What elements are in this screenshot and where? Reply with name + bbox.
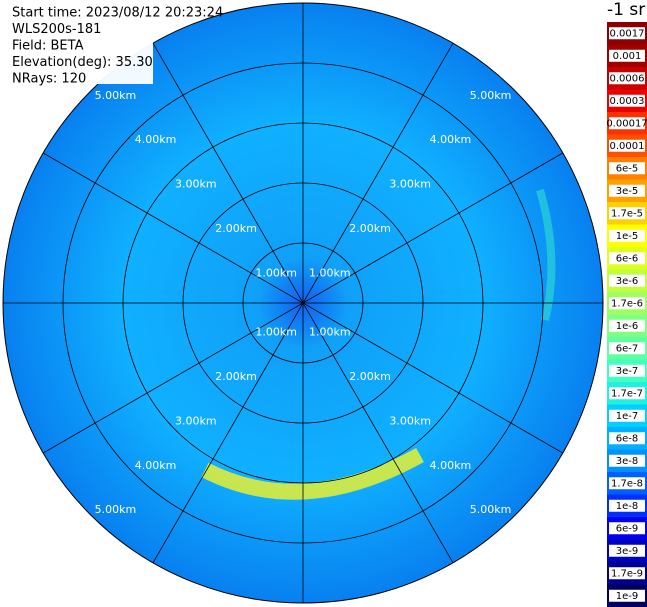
colorbar-label-bg [609, 49, 645, 62]
aerosol-band [201, 448, 424, 500]
range-ring [242, 242, 364, 364]
colorbar-label: 0.0006 [610, 73, 645, 84]
colorbar-label-bg [609, 387, 645, 400]
spoke [152, 42, 454, 564]
colorbar-label: 0.001 [613, 51, 642, 62]
colorbar-label: 0.0017 [610, 28, 645, 39]
colorbar-label: 0.00017 [606, 118, 647, 129]
colorbar-label-bg [609, 432, 645, 445]
colorbar-label-bg [609, 207, 645, 220]
colorbar-label-bg [609, 297, 645, 310]
range-label: 1.00km [309, 326, 351, 339]
colorbar-label-bg [609, 252, 645, 265]
colorbar-label: 6e-6 [616, 253, 639, 264]
outer-ring [2, 2, 604, 604]
colorbar-label: 1.7e-5 [611, 208, 643, 219]
colorbar-label-bg [609, 229, 645, 242]
colorbar-label: 1e-8 [616, 501, 639, 512]
colorbar-label-bg [609, 409, 645, 422]
colorbar-label: 1.7e-9 [611, 568, 643, 579]
colorbar-label: 6e-9 [616, 523, 639, 534]
colorbar-label-bg [609, 319, 645, 332]
range-label: 1.00km [309, 266, 351, 279]
colorbar-label-bg [609, 162, 645, 175]
range-label: 2.00km [349, 222, 391, 235]
info-line: WLS200s-181 [12, 22, 101, 37]
colorbar-label: 3e-5 [616, 186, 639, 197]
range-label: 5.00km [95, 503, 137, 516]
colorbar-label-bg [609, 589, 645, 602]
range-label: 4.00km [135, 459, 177, 472]
polar-grid [2, 2, 604, 604]
colorbar-label-bg [609, 139, 645, 152]
colorbar-label: 6e-8 [616, 433, 639, 444]
range-label: 4.00km [430, 459, 472, 472]
colorbar-label-bg [609, 72, 645, 85]
range-label: 2.00km [349, 370, 391, 383]
labels: 1.00km 1.00km 1.00km 1.00km 2.00km 2.00km 2.00… [12, 6, 511, 517]
colorbar-label: 1e-6 [616, 321, 639, 332]
range-label: 5.00km [95, 89, 137, 102]
colorbar-label: 3e-9 [616, 546, 639, 557]
range-label: 1.00km [255, 266, 297, 279]
info-line: NRays: 120 [12, 72, 86, 87]
info-line: Field: BETA [12, 39, 84, 54]
colorbar-label-bg [609, 499, 645, 512]
colorbar-label: 1.7e-7 [611, 388, 643, 399]
range-label: 3.00km [389, 178, 431, 191]
colorbar-label: 6e-7 [616, 343, 639, 354]
colorbar-label: 1.7e-6 [611, 298, 643, 309]
range-ring [182, 182, 424, 424]
aerosol-band [536, 188, 556, 321]
colorbar-label-bg [609, 94, 645, 107]
range-ring [62, 62, 544, 544]
colorbar-label-bg [609, 522, 645, 535]
colorbar-label: 3e-7 [616, 366, 639, 377]
range-label: 5.00km [470, 503, 512, 516]
range-label: 3.00km [175, 178, 217, 191]
colorbar-label: 3e-8 [616, 456, 639, 467]
colorbar-label: 1.7e-8 [611, 478, 643, 489]
colorbar-label-bg [609, 27, 645, 40]
info-box [8, 4, 153, 84]
colorbar-label: 1e-5 [616, 231, 639, 242]
range-label: 3.00km [389, 414, 431, 427]
range-label: 3.00km [175, 414, 217, 427]
colorbar-label-bg [609, 364, 645, 377]
colorbar-label: 3e-6 [616, 276, 639, 287]
range-label: 1.00km [255, 326, 297, 339]
colorbar-label-bg [609, 342, 645, 355]
colorbar-label-bg [609, 454, 645, 467]
colorbar-label-bg [609, 274, 645, 287]
range-label: 5.00km [470, 89, 512, 102]
colorbar-title: -1 sr [607, 0, 645, 20]
range-ring [122, 122, 484, 484]
info-line: Start time: 2023/08/12 20:23:24 [12, 6, 223, 21]
colorbar-label-bg [609, 544, 645, 557]
colorbar-label-bg [609, 567, 645, 580]
colorbar-label: 1e-9 [616, 591, 639, 602]
colorbar-label-bg [609, 477, 645, 490]
colorbar-label: 1e-7 [616, 411, 639, 422]
colorbar-label: 0.0001 [610, 141, 645, 152]
colorbar-label: 6e-5 [616, 163, 639, 174]
colorbar-label: 0.0003 [610, 96, 645, 107]
colorbar-label-bg [609, 117, 645, 130]
info-line: Elevation(deg): 35.30 [12, 55, 153, 70]
range-label: 4.00km [430, 133, 472, 146]
range-label: 2.00km [215, 222, 257, 235]
colorbar: -1 sr 0.0017 0.001 0.0006 0.0003 0.00017 0.000… [606, 0, 647, 607]
range-label: 2.00km [215, 370, 257, 383]
colorbar-label-bg [609, 184, 645, 197]
range-label: 4.00km [135, 133, 177, 146]
